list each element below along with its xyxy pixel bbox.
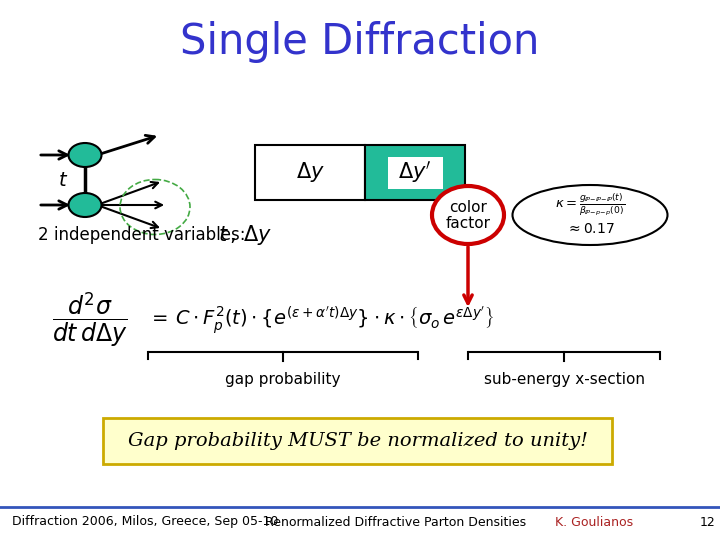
FancyBboxPatch shape — [387, 157, 443, 188]
Text: color: color — [449, 199, 487, 214]
Ellipse shape — [68, 143, 102, 167]
Text: $t\,,\,\Delta y$: $t\,,\,\Delta y$ — [218, 223, 273, 247]
Text: $\dfrac{d^2\sigma}{dt\,d\Delta y}$: $\dfrac{d^2\sigma}{dt\,d\Delta y}$ — [52, 291, 127, 349]
Text: sub-energy x-section: sub-energy x-section — [484, 372, 644, 387]
Text: gap probability: gap probability — [225, 372, 341, 387]
Text: t: t — [59, 171, 67, 190]
FancyBboxPatch shape — [103, 418, 612, 464]
Text: 2 independent variables:: 2 independent variables: — [38, 226, 246, 244]
Bar — [255, 145, 365, 200]
Text: 12: 12 — [700, 516, 716, 529]
Text: $\Delta y'$: $\Delta y'$ — [398, 159, 432, 186]
Bar — [365, 145, 465, 200]
Text: K. Goulianos: K. Goulianos — [555, 516, 633, 529]
Text: Renormalized Diffractive Parton Densities: Renormalized Diffractive Parton Densitie… — [265, 516, 526, 529]
Ellipse shape — [68, 193, 102, 217]
Text: Single Diffraction: Single Diffraction — [180, 21, 540, 63]
Text: $\Delta y$: $\Delta y$ — [296, 160, 325, 185]
Ellipse shape — [432, 186, 504, 244]
Text: Gap probability MUST be normalized to unity!: Gap probability MUST be normalized to un… — [127, 432, 588, 450]
Ellipse shape — [513, 185, 667, 245]
Text: $=\,C\cdot F_p^2(t)\cdot\left\{e^{(\varepsilon+\alpha^\prime t)\Delta y}\right\}: $=\,C\cdot F_p^2(t)\cdot\left\{e^{(\vare… — [148, 305, 494, 336]
Text: $\approx 0.17$: $\approx 0.17$ — [566, 222, 614, 236]
Text: Diffraction 2006, Milos, Greece, Sep 05-10: Diffraction 2006, Milos, Greece, Sep 05-… — [12, 516, 279, 529]
Text: $\kappa = \frac{g_{I\!P\!-\!I\!P\!-\!I\!P}(t)}{\beta_{I\!P\!-\!p\!-\!p}(0)}$: $\kappa = \frac{g_{I\!P\!-\!I\!P\!-\!I\!… — [555, 192, 625, 218]
Text: factor: factor — [446, 215, 490, 231]
